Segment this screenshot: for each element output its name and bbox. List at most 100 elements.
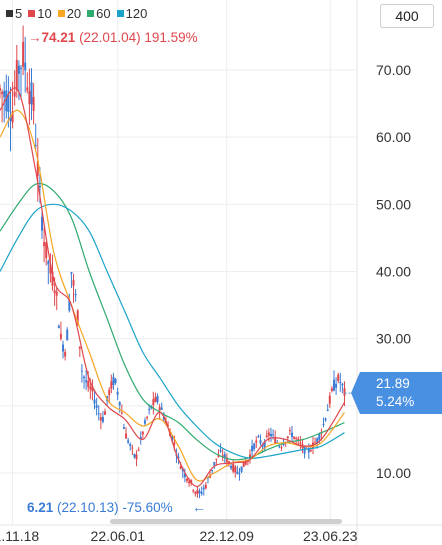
candle-body-89 xyxy=(185,478,188,481)
candle-body-60 xyxy=(125,433,128,439)
candle-body-14 xyxy=(28,90,31,105)
candle-body-65 xyxy=(135,454,138,460)
candle-body-128 xyxy=(267,432,270,436)
candle-body-121 xyxy=(253,443,256,450)
candle-body-135 xyxy=(282,443,285,446)
candle-body-38 xyxy=(78,346,81,349)
candle-body-46 xyxy=(95,405,98,408)
candle-body-104 xyxy=(217,454,220,458)
candle-body-134 xyxy=(280,447,283,449)
candle-body-20 xyxy=(41,217,44,231)
candle-body-126 xyxy=(263,441,266,449)
legend-item-5[interactable]: 5 xyxy=(6,6,22,21)
legend-label-60: 60 xyxy=(96,6,111,21)
candle-body-109 xyxy=(227,461,230,464)
legend-item-20[interactable]: 20 xyxy=(57,6,81,21)
x-tick-label-0: 21.11.18 xyxy=(0,528,39,544)
candle-body-17 xyxy=(34,144,37,146)
candle-body-123 xyxy=(257,436,260,438)
y-tick-label-2: 50.00 xyxy=(376,196,411,212)
candle-body-9 xyxy=(17,65,20,74)
candle-body-16 xyxy=(32,97,35,111)
candle-body-87 xyxy=(181,469,184,472)
candle-body-73 xyxy=(152,399,155,406)
candle-body-147 xyxy=(307,448,310,453)
candle-body-69 xyxy=(143,420,146,424)
candle-body-2 xyxy=(3,90,6,98)
legend-swatch-20 xyxy=(57,10,65,17)
legend-item-120[interactable]: 120 xyxy=(116,6,148,21)
candle-body-130 xyxy=(272,434,275,436)
candle-body-7 xyxy=(13,91,16,97)
low-arrow: ← xyxy=(192,499,206,515)
candle-body-150 xyxy=(314,442,317,444)
candle-body-133 xyxy=(278,446,281,448)
candle-body-39 xyxy=(80,370,83,372)
candle-body-61 xyxy=(127,440,130,443)
y-tick-label-4: 30.00 xyxy=(376,331,411,347)
chart-scrollbar[interactable] xyxy=(110,519,342,524)
candle-body-54 xyxy=(112,376,115,386)
legend-item-60[interactable]: 60 xyxy=(87,6,111,21)
candle-body-31 xyxy=(64,351,67,357)
current-price-tag: 21.89 5.24% xyxy=(351,372,442,414)
candle-body-74 xyxy=(154,397,157,402)
candle-body-71 xyxy=(148,408,151,410)
legend-item-10[interactable]: 10 xyxy=(28,6,52,21)
candle-body-32 xyxy=(66,329,69,341)
candle-body-94 xyxy=(196,489,199,494)
candle-body-91 xyxy=(190,479,193,484)
candle-body-50 xyxy=(104,411,107,415)
candle-body-141 xyxy=(295,438,298,440)
candle-body-105 xyxy=(219,450,222,452)
candle-body-59 xyxy=(122,427,125,429)
legend-label-5: 5 xyxy=(15,6,23,21)
moving-average-legend: 5 10 20 60 120 xyxy=(6,6,147,21)
legend-label-120: 120 xyxy=(125,6,148,21)
candle-body-41 xyxy=(85,380,88,383)
candle-body-52 xyxy=(108,389,111,396)
candle-body-96 xyxy=(200,492,203,494)
candle-body-88 xyxy=(183,473,186,478)
candle-body-156 xyxy=(326,409,329,412)
candle-body-5 xyxy=(9,116,12,121)
candle-body-112 xyxy=(234,466,237,473)
candle-body-19 xyxy=(38,185,41,188)
candle-body-48 xyxy=(99,417,102,421)
candle-body-3 xyxy=(5,90,8,112)
candle-body-116 xyxy=(242,461,245,467)
candle-body-27 xyxy=(55,291,58,296)
candle-body-1 xyxy=(1,91,4,95)
candle-body-24 xyxy=(49,264,52,274)
current-change: 5.24% xyxy=(376,394,415,409)
candle-body-0 xyxy=(0,87,1,91)
candle-body-95 xyxy=(198,491,201,493)
period-selector[interactable]: 400 xyxy=(380,4,434,28)
candle-body-158 xyxy=(330,388,333,391)
candle-body-70 xyxy=(146,416,149,418)
candle-body-143 xyxy=(299,442,302,444)
ma-line-120 xyxy=(0,203,345,459)
candle-body-155 xyxy=(324,418,327,421)
candle-body-160 xyxy=(335,383,338,388)
candle-body-63 xyxy=(131,447,134,449)
candle-body-11 xyxy=(22,41,25,67)
candle-body-163 xyxy=(341,383,344,386)
candle-body-115 xyxy=(240,466,243,472)
candle-body-30 xyxy=(62,344,65,352)
candle-body-154 xyxy=(322,423,325,425)
candle-body-13 xyxy=(26,87,29,91)
candle-body-76 xyxy=(158,407,161,411)
candle-body-152 xyxy=(318,434,321,440)
high-value: 74.21 xyxy=(41,30,76,45)
candle-body-68 xyxy=(141,431,144,435)
candle-body-97 xyxy=(202,487,205,490)
candle-body-85 xyxy=(177,456,180,458)
candle-body-111 xyxy=(232,463,235,472)
candle-body-22 xyxy=(45,242,48,258)
candle-body-53 xyxy=(110,381,113,389)
candle-body-117 xyxy=(244,461,247,465)
period-value: 400 xyxy=(395,8,419,24)
